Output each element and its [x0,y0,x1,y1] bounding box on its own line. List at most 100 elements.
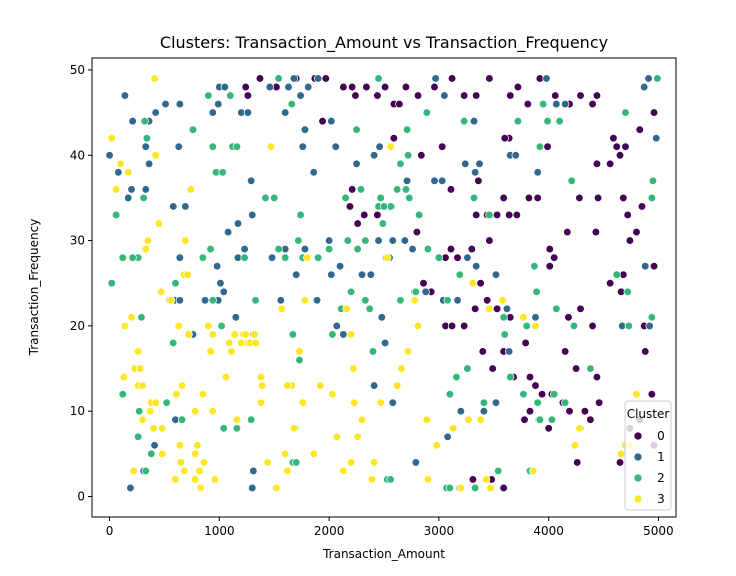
data-point [230,330,239,339]
data-point [543,116,552,126]
data-point [175,99,184,109]
data-point [472,210,481,220]
data-point [263,458,272,467]
data-point [352,125,361,134]
x-tick-label: 2000 [314,524,345,538]
data-point [550,389,559,399]
data-point [624,321,633,331]
data-point [175,441,184,450]
data-point [530,262,539,271]
data-point [339,466,348,476]
y-tick-label: 30 [70,234,85,248]
data-point [161,99,170,109]
data-point [158,449,167,459]
data-point [543,142,552,151]
data-point [402,125,412,134]
series-0 [241,74,659,493]
data-point [504,210,514,220]
data-point [139,193,148,203]
data-point [485,236,494,245]
series-3 [107,74,641,493]
data-point [318,116,327,126]
data-point [586,364,595,373]
data-point [150,74,159,83]
data-point [208,142,217,151]
data-point [547,415,557,424]
data-point [313,253,323,262]
data-point [455,270,464,279]
data-point [459,91,469,100]
data-point [362,82,371,92]
data-point [580,407,590,416]
data-point [592,91,602,100]
y-tick-label: 50 [70,63,85,77]
data-point [221,372,231,382]
data-point [274,74,283,83]
data-point [146,407,155,416]
legend-label: 2 [657,471,665,485]
data-point [304,82,313,92]
data-point [560,398,570,407]
data-point [350,398,359,407]
data-point [621,108,630,117]
data-point [421,287,430,296]
data-point [616,449,626,459]
data-point [141,142,150,151]
data-point [298,398,307,407]
data-point [511,151,520,160]
data-point [605,279,615,288]
data-point [641,347,650,356]
data-point [214,99,223,109]
data-point [512,210,521,220]
data-point [485,74,494,83]
data-point [198,389,208,399]
data-point [595,398,604,407]
data-point [353,244,362,254]
data-point [248,210,257,220]
data-point [119,372,128,382]
data-point [397,364,406,373]
data-point [339,82,348,92]
data-point [283,381,292,390]
data-point [456,407,465,416]
data-point [196,483,205,493]
y-axis-label: Transaction_Frequency [27,219,41,357]
data-point [208,108,217,117]
data-point [648,176,658,186]
data-point [365,304,374,313]
data-point [195,466,204,476]
data-point [486,483,495,493]
data-point [539,99,548,109]
data-point [588,321,597,331]
data-point [138,381,147,390]
data-point [206,347,215,356]
data-point [438,142,447,151]
data-point [137,313,146,322]
data-point [423,475,433,484]
data-point [649,108,659,117]
data-point [116,159,125,168]
data-point [647,193,656,203]
legend-marker [633,494,643,504]
data-point [118,253,127,262]
data-point [423,244,433,254]
data-point [210,475,220,484]
data-point [377,313,386,322]
data-point [519,389,528,399]
data-point [267,253,277,262]
data-point [174,142,183,151]
data-point [378,219,388,228]
data-point [324,244,334,254]
legend: Cluster 0 1 2 3 [624,400,672,511]
data-point [411,458,420,467]
data-point [453,253,462,262]
data-point [261,193,270,203]
data-point [331,142,340,151]
data-point [395,99,404,109]
data-point [414,210,424,220]
data-point [502,304,512,313]
data-point [535,415,545,424]
data-point [417,151,426,160]
data-point [640,82,649,92]
data-point [176,458,186,467]
